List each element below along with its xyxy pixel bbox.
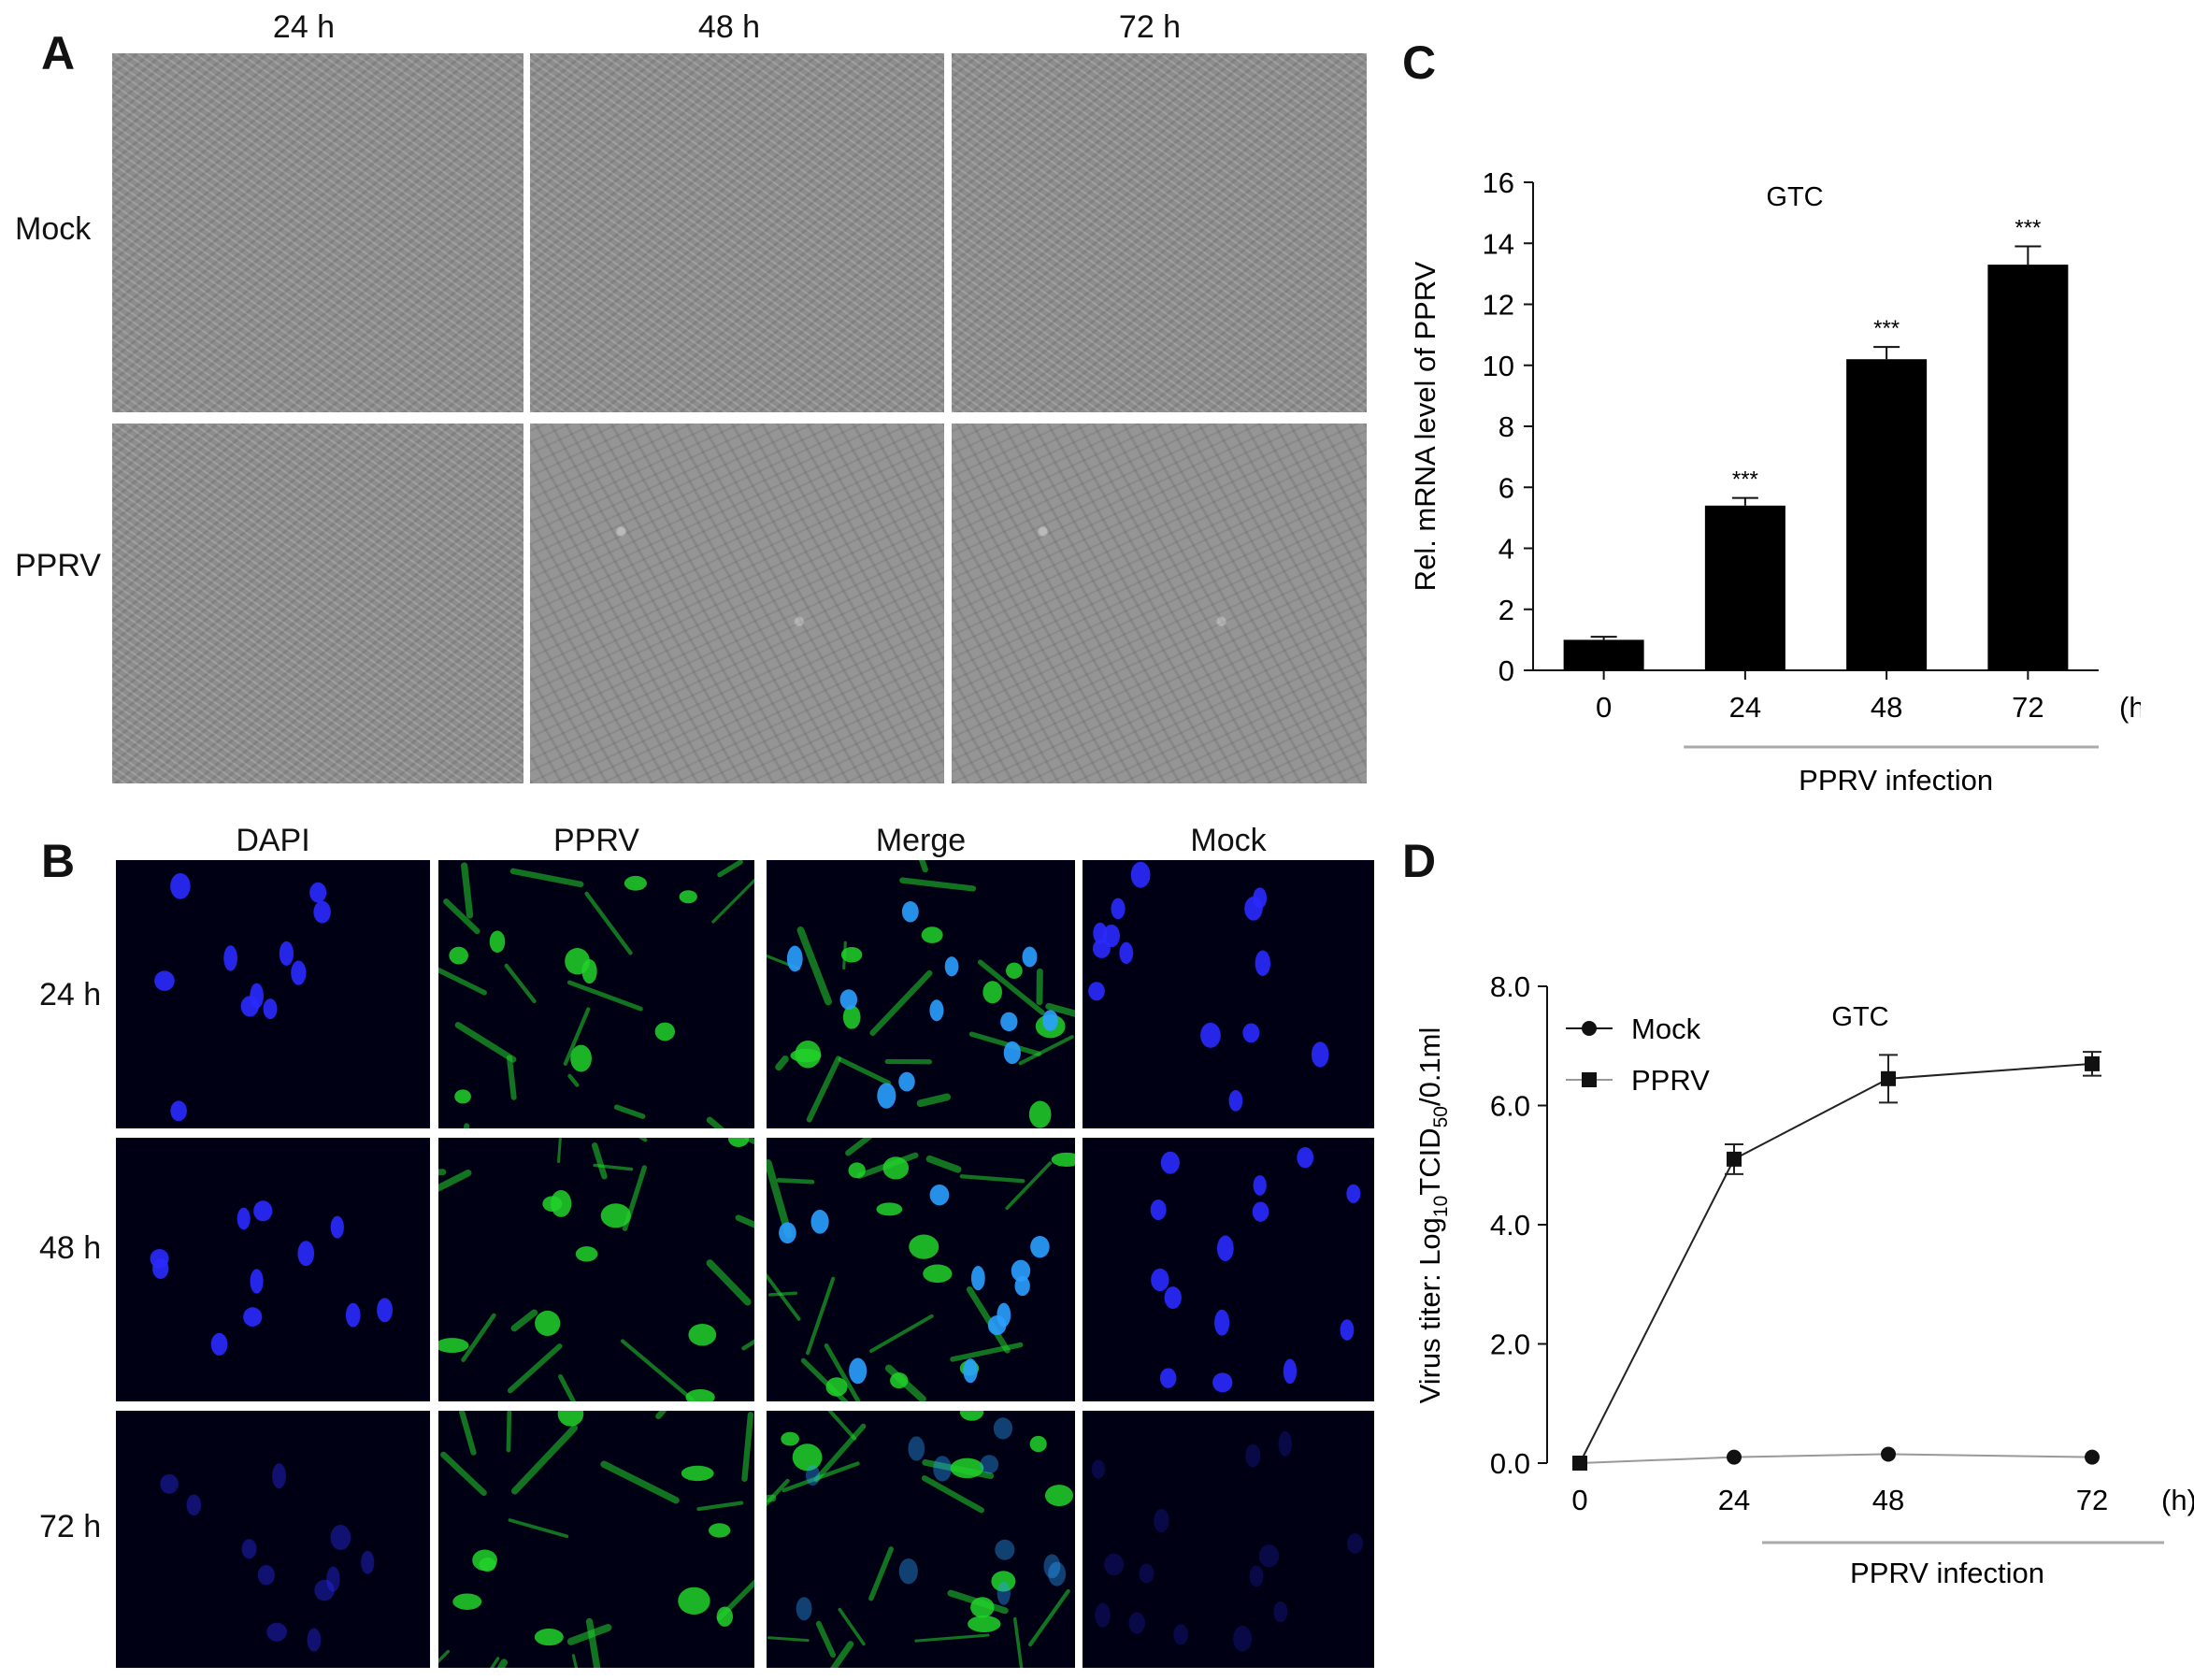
y-tick-label: 2 bbox=[1499, 594, 1514, 626]
series-line-pprv bbox=[1579, 1062, 2093, 1464]
y-tick-label: 8.0 bbox=[1490, 970, 1530, 1003]
micrograph-mock-72h bbox=[952, 53, 1367, 412]
chart-title: GTC bbox=[1766, 182, 1823, 212]
fluorescence-dapi-2 bbox=[116, 1138, 430, 1401]
fluorescence-mock-3 bbox=[1083, 1411, 1374, 1668]
fluorescence-pprv-1 bbox=[438, 860, 754, 1128]
micrograph-mock-24h bbox=[112, 53, 523, 412]
micrograph-mock-48h bbox=[530, 53, 944, 412]
x-axis-label: PPRV infection bbox=[1850, 1557, 2044, 1589]
y-tick-label: 2.0 bbox=[1490, 1328, 1530, 1361]
x-tick-label: 0 bbox=[1571, 1484, 1587, 1516]
y-tick-label: 16 bbox=[1483, 166, 1514, 199]
fluorescence-dapi-3 bbox=[116, 1411, 430, 1668]
x-tick-label: 24 bbox=[1729, 691, 1761, 724]
x-tick-label: 0 bbox=[1596, 691, 1612, 724]
y-tick-label: 8 bbox=[1499, 410, 1514, 443]
x-tick-label: 48 bbox=[1871, 691, 1902, 724]
point-mock bbox=[2085, 1449, 2100, 1465]
panel-b-row-label: 48 h bbox=[39, 1230, 102, 1266]
y-tick-label: 6.0 bbox=[1490, 1090, 1530, 1123]
y-tick-label: 0 bbox=[1499, 654, 1514, 687]
point-pprv bbox=[1727, 1151, 1742, 1167]
legend-marker bbox=[1582, 1072, 1597, 1087]
panel-a-col-header: 72 h bbox=[1118, 9, 1182, 45]
y-tick-label: 6 bbox=[1499, 471, 1514, 504]
panel-a-col-header: 48 h bbox=[697, 9, 761, 45]
panel-b-col-header: Merge bbox=[875, 823, 967, 858]
micrograph-pprv-48h bbox=[530, 424, 944, 783]
legend-label: PPRV bbox=[1631, 1064, 1710, 1097]
y-tick-label: 4 bbox=[1499, 533, 1514, 566]
panel-b-row-label: 72 h bbox=[39, 1509, 102, 1544]
y-tick-label: 12 bbox=[1483, 289, 1514, 322]
point-pprv bbox=[2085, 1055, 2100, 1071]
point-pprv bbox=[1572, 1456, 1587, 1471]
bar bbox=[1846, 359, 1928, 670]
panel-a-col-header: 24 h bbox=[272, 9, 336, 45]
micrograph-pprv-24h bbox=[112, 424, 523, 783]
panel-a-letter: A bbox=[41, 27, 76, 79]
y-tick-label: 14 bbox=[1483, 227, 1514, 260]
fluorescence-pprv-2 bbox=[438, 1138, 754, 1401]
bar bbox=[1987, 265, 2069, 670]
bar-chart-mrna: 02468101214160***24***48***72(h)GTCPPRV … bbox=[1409, 166, 2141, 797]
x-unit-label: (h) bbox=[2119, 691, 2141, 724]
x-tick-label: 72 bbox=[2076, 1484, 2108, 1516]
y-tick-label: 0.0 bbox=[1490, 1447, 1530, 1480]
panel-a-row-label: PPRV bbox=[15, 548, 101, 583]
panel-b-col-header: PPRV bbox=[553, 823, 639, 858]
y-tick-label: 4.0 bbox=[1490, 1209, 1530, 1242]
fluorescence-merge-2 bbox=[767, 1138, 1075, 1401]
legend-label: Mock bbox=[1631, 1012, 1701, 1045]
line-chart-virus-titer: 0.0 2.0 4.0 6.0 8.0 0 24 48 72 (h) Mock PPRV GTC PPRV… bbox=[1413, 970, 2194, 1589]
point-mock bbox=[1881, 1446, 1896, 1462]
point-mock bbox=[1727, 1449, 1742, 1465]
fluorescence-merge-3 bbox=[767, 1411, 1075, 1668]
legend-marker bbox=[1582, 1021, 1597, 1036]
panel-b-row-label: 24 h bbox=[39, 977, 102, 1012]
bar bbox=[1704, 505, 1785, 670]
panel-b-col-header: Mock bbox=[1190, 823, 1267, 858]
panel-d-letter: D bbox=[1402, 835, 1437, 887]
y-axis-label: Rel. mRNA level of PPRV bbox=[1409, 261, 1441, 591]
significance-label: *** bbox=[2015, 216, 2041, 241]
panel-a-row-label: Mock bbox=[15, 211, 92, 247]
panel-b-col-header: DAPI bbox=[236, 823, 310, 858]
significance-label: *** bbox=[1873, 316, 1900, 341]
fluorescence-pprv-3 bbox=[438, 1411, 754, 1668]
x-tick-label: 48 bbox=[1872, 1484, 1904, 1516]
x-axis-label: PPRV infection bbox=[1799, 764, 1993, 797]
y-axis-label: Virus titer: Log10TCID50/0.1ml bbox=[1413, 1027, 1452, 1404]
panel-b-letter: B bbox=[41, 835, 76, 887]
x-tick-label: 72 bbox=[2012, 691, 2043, 724]
y-tick-label: 10 bbox=[1483, 350, 1514, 382]
x-tick-label: 24 bbox=[1718, 1484, 1750, 1516]
chart-title: GTC bbox=[1831, 1002, 1888, 1032]
micrograph-pprv-72h bbox=[952, 424, 1367, 783]
fluorescence-mock-2 bbox=[1083, 1138, 1374, 1401]
significance-label: *** bbox=[1732, 467, 1758, 493]
panel-c-letter: C bbox=[1402, 36, 1437, 89]
fluorescence-mock-1 bbox=[1083, 860, 1374, 1128]
bar bbox=[1563, 639, 1644, 670]
fluorescence-merge-1 bbox=[767, 860, 1075, 1128]
series-line-mock bbox=[1579, 1453, 2093, 1464]
x-unit-label: (h) bbox=[2161, 1484, 2194, 1516]
point-pprv bbox=[1881, 1070, 1896, 1086]
fluorescence-dapi-1 bbox=[116, 860, 430, 1128]
